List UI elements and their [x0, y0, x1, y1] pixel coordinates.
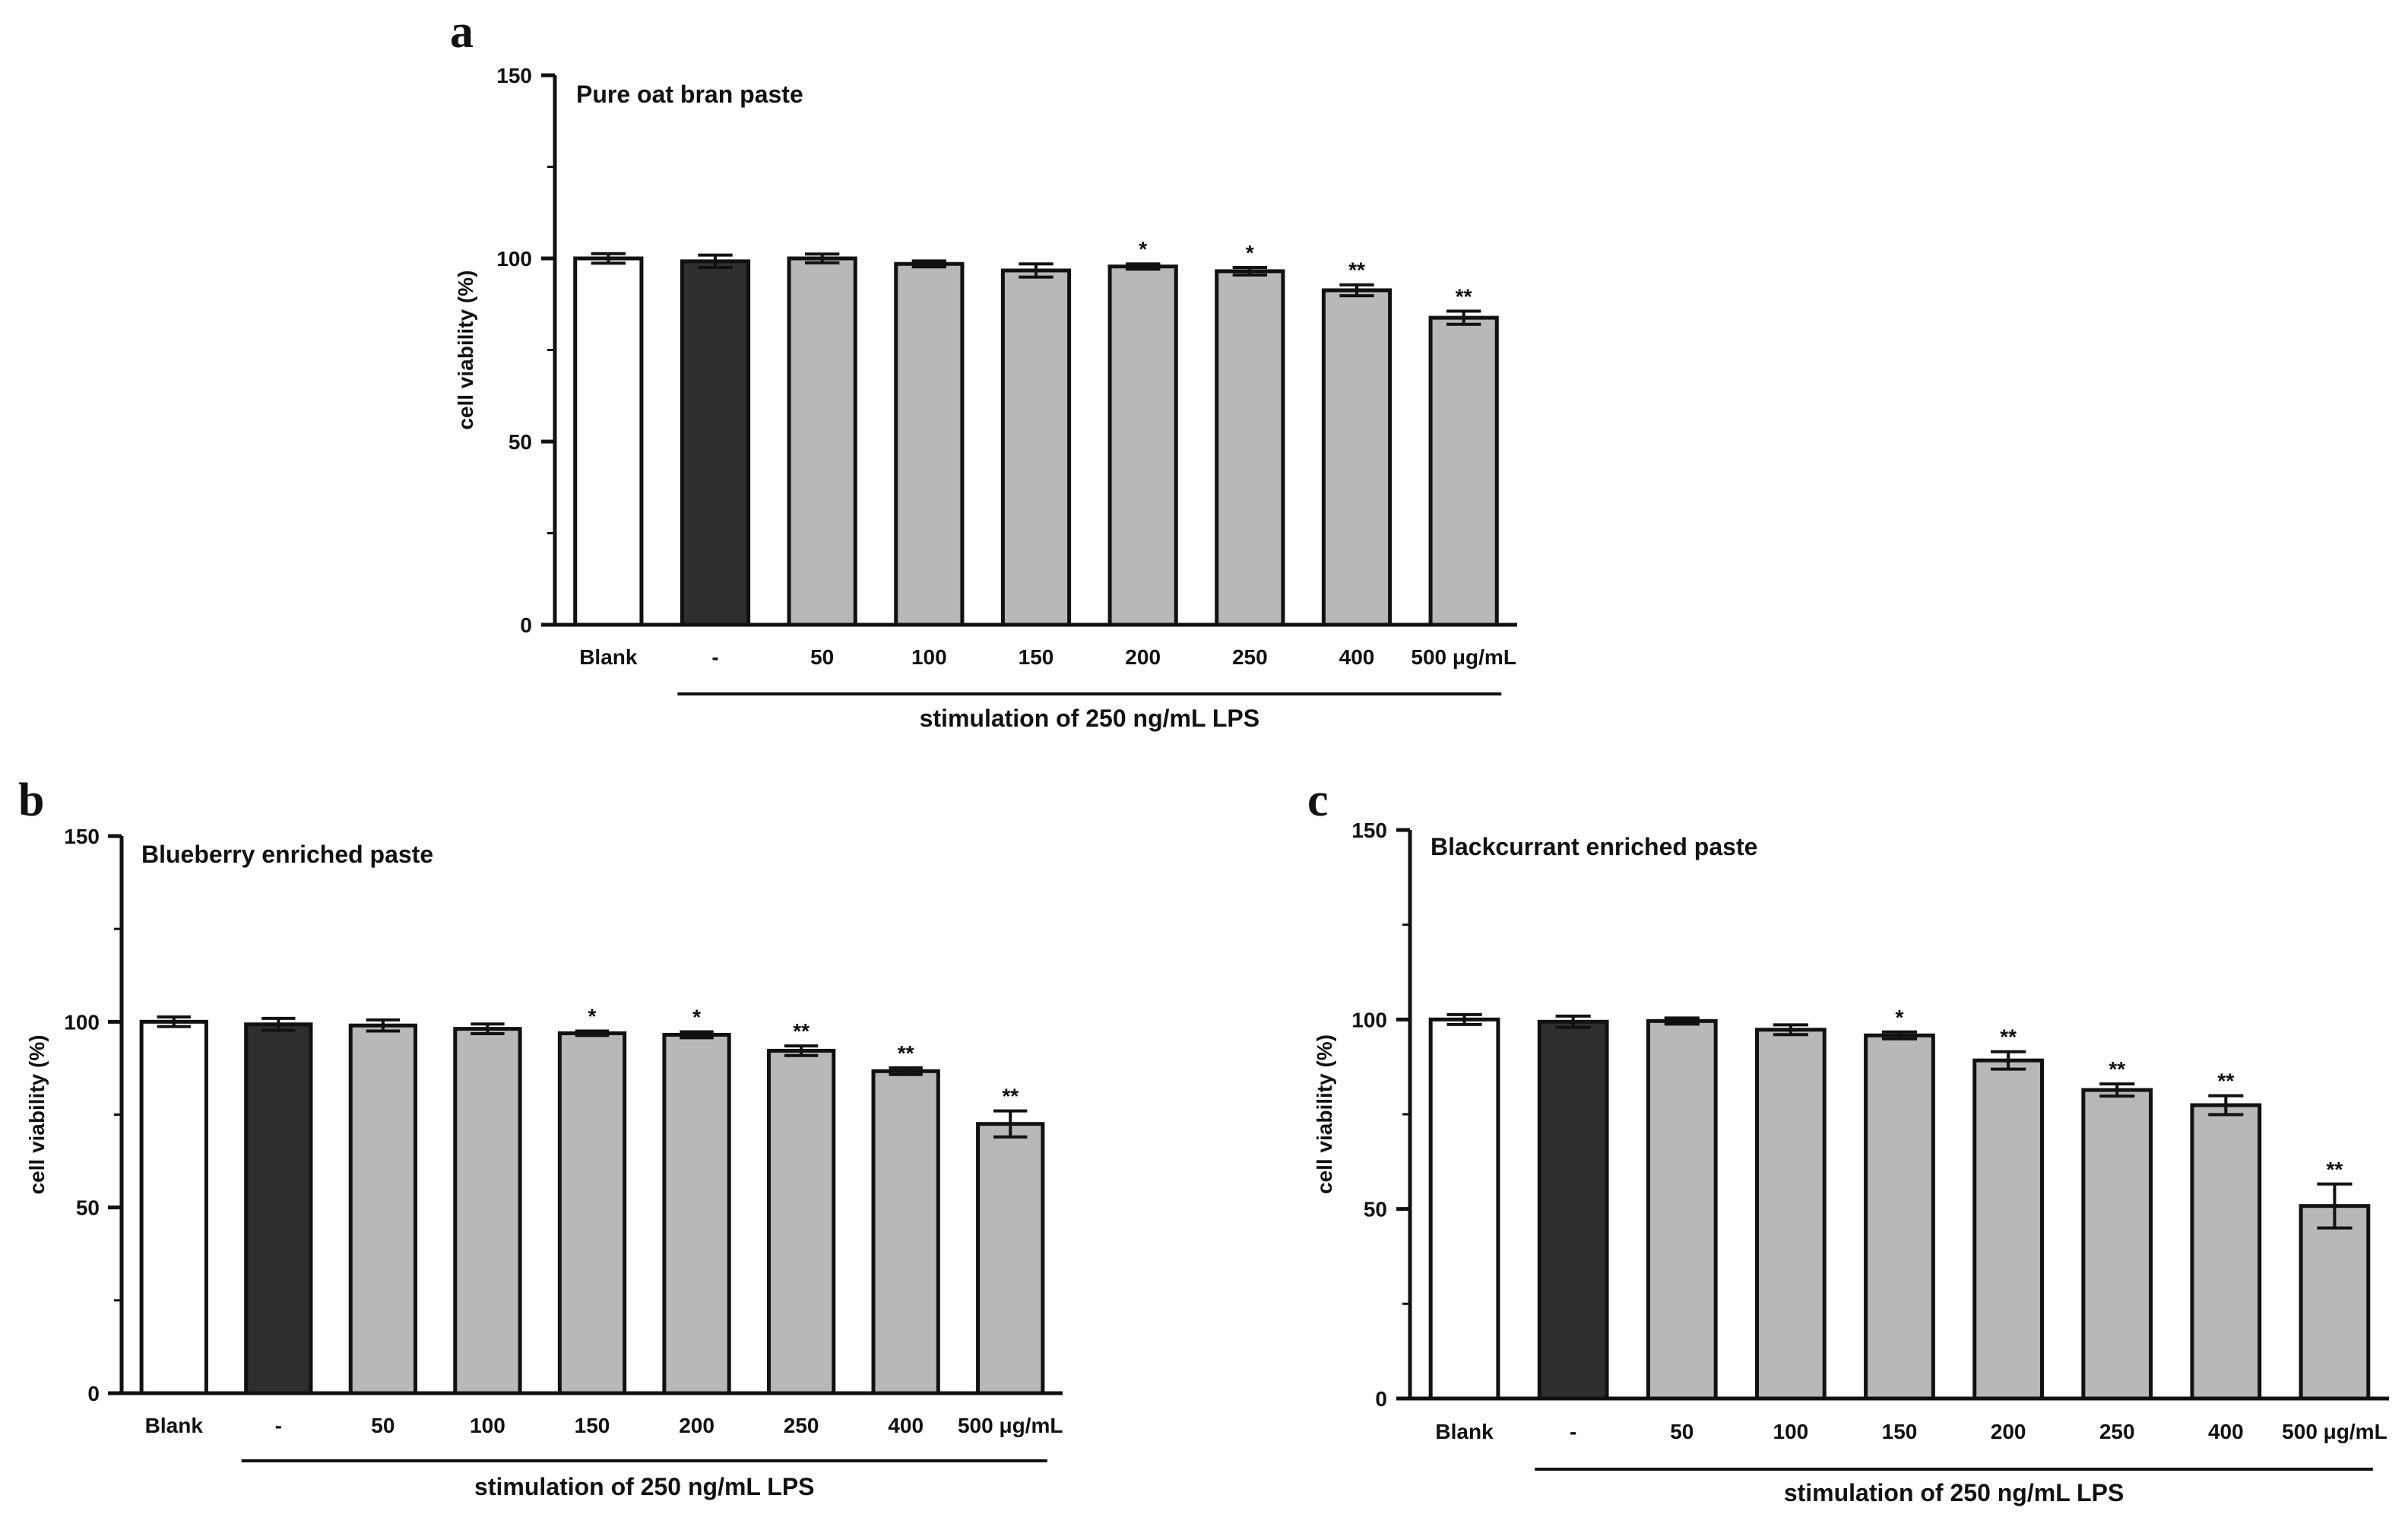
bar-8	[2190, 1103, 2262, 1401]
bar-9	[2299, 1204, 2371, 1401]
bar-5	[1864, 1033, 1935, 1401]
bar-6	[662, 1032, 731, 1395]
bar-7	[766, 1048, 836, 1395]
significance-mark-9: **	[1456, 284, 1472, 308]
category-label-6: 200	[679, 1414, 714, 1437]
y-tick-label: 50	[509, 430, 532, 454]
panel-c: c 0 50 100 150 cell viability (%) Blackcurran…	[1307, 775, 2389, 1506]
panel-b-plot: 0 50 100 150 cell viability (%) Blueberry enr…	[25, 825, 1063, 1500]
bar-1	[1428, 1017, 1500, 1401]
category-label-8: 400	[2208, 1420, 2244, 1443]
bar-1	[573, 256, 644, 627]
bar-4	[894, 261, 965, 627]
x-axis-label: stimulation of 250 ng/mL LPS	[920, 705, 1259, 732]
y-tick-label: 150	[496, 64, 532, 87]
significance-mark-7: *	[1246, 241, 1254, 265]
bar-6	[1107, 265, 1178, 627]
y-tick-label: 150	[64, 825, 100, 848]
bar-7	[2081, 1088, 2153, 1401]
significance-mark-5: *	[1896, 1006, 1904, 1029]
y-axis-label: cell viability (%)	[25, 1034, 49, 1194]
y-tick-label: 50	[1364, 1198, 1387, 1221]
panel-letter-b: b	[18, 775, 44, 826]
x-axis-label: stimulation of 250 ng/mL LPS	[474, 1473, 814, 1500]
category-label-4: 100	[911, 645, 947, 669]
category-label-9: 500 μg/mL	[958, 1414, 1063, 1437]
bar-2	[680, 259, 751, 627]
y-tick-label: 100	[496, 247, 532, 271]
category-label-8: 400	[888, 1414, 924, 1437]
bar-3	[1646, 1018, 1718, 1401]
bar-6	[1972, 1058, 2044, 1401]
panel-a-plot: 0 50 100 150 cell viability (%) Pure oat bran…	[454, 64, 1517, 732]
category-label-3: 50	[1670, 1420, 1694, 1443]
significance-mark-8: **	[2217, 1069, 2234, 1093]
y-axis-label: cell viability (%)	[454, 270, 477, 429]
bar-5	[1000, 268, 1072, 627]
category-label-7: 250	[1232, 645, 1268, 669]
y-tick-label: 100	[1351, 1008, 1387, 1031]
bar-5	[557, 1031, 627, 1395]
category-label-1: Blank	[1435, 1420, 1494, 1443]
panel-letter-a: a	[450, 6, 474, 58]
bar-4	[453, 1027, 522, 1395]
significance-mark-7: **	[2109, 1057, 2125, 1081]
significance-mark-6: *	[692, 1006, 701, 1029]
chart-title: Blueberry enriched paste	[141, 841, 433, 868]
panel-a: a 0 50 100 150 cell viability (%) Pure oat br…	[450, 6, 1517, 732]
category-label-9: 500 μg/mL	[2282, 1420, 2387, 1443]
significance-mark-6: **	[2000, 1025, 2017, 1049]
bar-4	[1755, 1028, 1827, 1401]
category-label-9: 500 μg/mL	[1411, 645, 1516, 669]
panel-b: b 0 50 100 150 cell viability (%) Blueberry e…	[18, 775, 1063, 1500]
category-label-4: 100	[470, 1414, 505, 1437]
category-label-5: 150	[1019, 645, 1054, 669]
significance-mark-6: *	[1139, 237, 1147, 261]
category-label-2: -	[711, 645, 718, 669]
category-label-6: 200	[1991, 1420, 2026, 1443]
bar-1	[139, 1019, 208, 1395]
x-axis-label: stimulation of 250 ng/mL LPS	[1784, 1479, 2124, 1506]
bar-8	[871, 1069, 940, 1395]
bar-3	[787, 256, 857, 627]
y-tick-label: 150	[1351, 819, 1387, 842]
bar-3	[348, 1023, 418, 1395]
category-label-3: 50	[810, 645, 834, 669]
y-axis-label: cell viability (%)	[1313, 1034, 1336, 1194]
category-label-2: -	[275, 1414, 282, 1437]
significance-mark-9: **	[2327, 1158, 2343, 1181]
category-label-5: 150	[575, 1414, 610, 1437]
panel-c-plot: 0 50 100 150 cell viability (%) Blackcurrant …	[1313, 819, 2389, 1506]
category-label-6: 200	[1125, 645, 1161, 669]
chart-title: Blackcurrant enriched paste	[1431, 833, 1757, 860]
bar-8	[1321, 288, 1393, 627]
significance-mark-8: **	[1348, 258, 1365, 282]
bar-9	[1428, 315, 1499, 627]
category-label-4: 100	[1773, 1420, 1809, 1443]
category-label-3: 50	[371, 1414, 394, 1437]
significance-mark-7: **	[793, 1019, 810, 1043]
y-tick-label: 100	[64, 1010, 100, 1034]
panel-letter-c: c	[1307, 775, 1329, 826]
y-tick-label: 0	[1375, 1387, 1387, 1411]
bar-2	[244, 1022, 313, 1395]
bar-2	[1537, 1019, 1609, 1401]
significance-mark-9: **	[1002, 1085, 1019, 1108]
category-label-1: Blank	[579, 645, 638, 669]
category-label-2: -	[1570, 1420, 1576, 1443]
category-label-1: Blank	[145, 1414, 204, 1437]
category-label-7: 250	[2099, 1420, 2135, 1443]
category-label-7: 250	[784, 1414, 819, 1437]
y-tick-label: 0	[87, 1382, 100, 1405]
y-tick-label: 0	[520, 613, 532, 637]
chart-title: Pure oat bran paste	[576, 81, 803, 108]
bar-9	[976, 1122, 1045, 1395]
category-label-8: 400	[1339, 645, 1375, 669]
y-tick-label: 50	[76, 1196, 100, 1220]
bar-7	[1215, 269, 1285, 627]
category-label-5: 150	[1882, 1420, 1918, 1443]
significance-mark-8: **	[898, 1041, 914, 1065]
significance-mark-5: *	[588, 1005, 597, 1028]
